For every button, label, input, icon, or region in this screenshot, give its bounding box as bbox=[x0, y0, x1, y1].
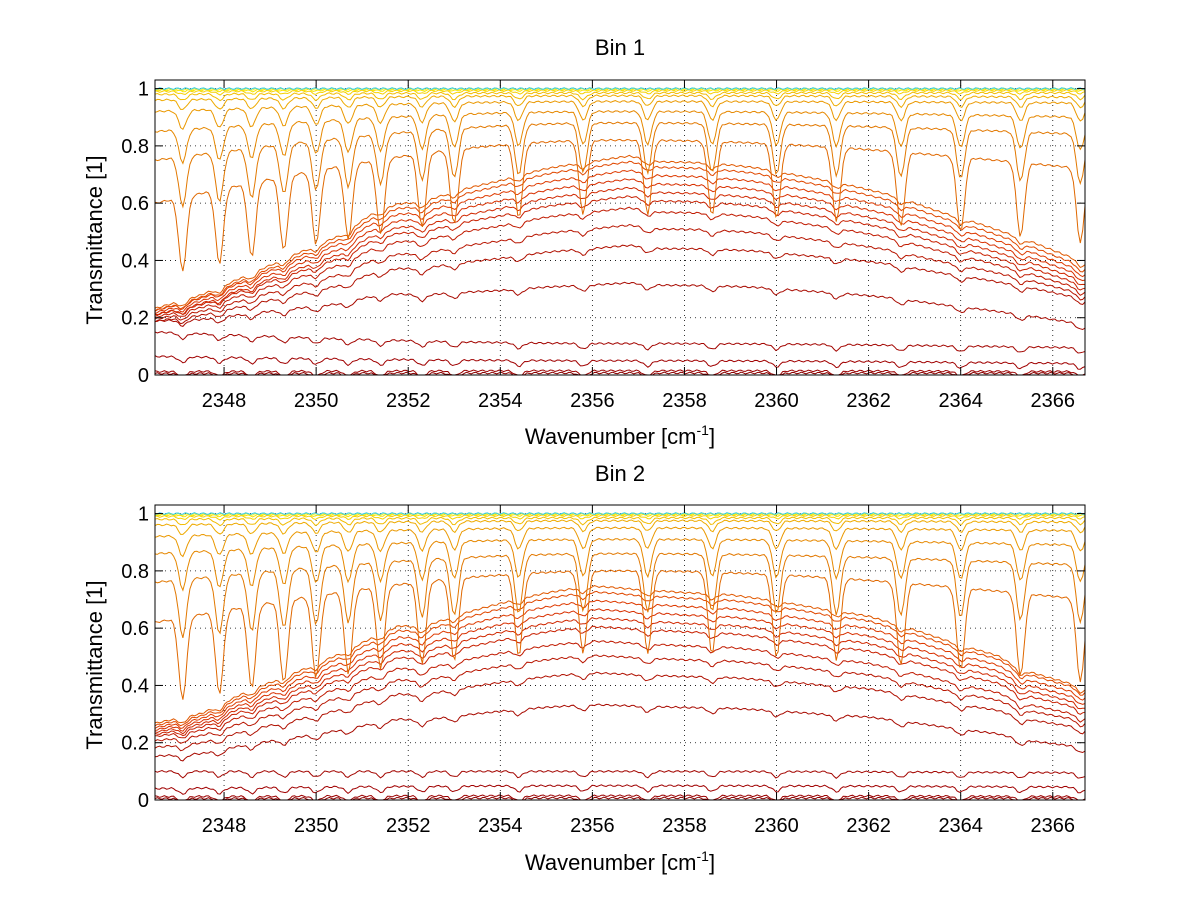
series-line bbox=[154, 569, 1086, 700]
x-tick-label: 2352 bbox=[386, 815, 431, 837]
x-tick-label: 2366 bbox=[1031, 390, 1076, 412]
series-line bbox=[154, 100, 1086, 131]
series-line bbox=[154, 330, 1086, 354]
axes-frame bbox=[154, 504, 1086, 801]
x-tick-label: 2352 bbox=[386, 390, 431, 412]
y-tick-label: 0.8 bbox=[121, 561, 149, 583]
series-line bbox=[154, 244, 1086, 325]
series-line bbox=[154, 195, 1086, 316]
x-tick-label: 2348 bbox=[202, 390, 247, 412]
series-line bbox=[154, 538, 1086, 592]
series-line bbox=[154, 585, 1086, 724]
y-tick-label: 0.4 bbox=[121, 675, 149, 697]
series-line bbox=[154, 223, 1086, 321]
x-axis-label-main: Wavenumber [cm bbox=[525, 424, 697, 449]
series-line bbox=[154, 281, 1086, 331]
y-ticks: 0 0.2 0.4 0.6 0.8 1 bbox=[121, 79, 1085, 387]
series-line bbox=[154, 608, 1086, 732]
series-lines bbox=[154, 512, 1086, 801]
series-line bbox=[154, 169, 1086, 312]
y-tick-label: 0 bbox=[138, 790, 149, 812]
x-tick-label: 2360 bbox=[754, 815, 799, 837]
y-tick-label: 1 bbox=[138, 79, 149, 101]
x-tick-label: 2350 bbox=[294, 390, 339, 412]
series-line bbox=[154, 599, 1086, 730]
x-tick-label: 2360 bbox=[754, 390, 799, 412]
x-tick-label: 2362 bbox=[846, 815, 891, 837]
series-line bbox=[154, 160, 1086, 312]
series-line bbox=[154, 639, 1086, 739]
x-tick-label: 2350 bbox=[294, 815, 339, 837]
series-line bbox=[154, 87, 1085, 91]
axes-frame bbox=[154, 79, 1086, 376]
y-tick-label: 0.2 bbox=[121, 308, 149, 330]
series-line bbox=[154, 512, 1085, 516]
x-tick-label: 2356 bbox=[570, 390, 615, 412]
x-tick-label: 2366 bbox=[1031, 815, 1076, 837]
chart-panel-bin-1: Bin 1 2348 2350 2352 2354 2356 2358 2360 2362 23… bbox=[82, 35, 1086, 449]
x-axis-label-superscript: -1 bbox=[697, 848, 710, 864]
x-tick-label: 2354 bbox=[478, 390, 523, 412]
x-tick-label: 2364 bbox=[938, 815, 983, 837]
series-line bbox=[154, 654, 1086, 744]
x-axis-label-superscript: -1 bbox=[697, 422, 710, 438]
series-line bbox=[154, 516, 1086, 527]
series-line bbox=[154, 769, 1086, 779]
chart-title: Bin 2 bbox=[595, 461, 645, 486]
x-tick-label: 2356 bbox=[570, 815, 615, 837]
x-axis-label-end: ] bbox=[709, 424, 715, 449]
grid-lines bbox=[155, 80, 1085, 376]
series-line bbox=[154, 91, 1086, 102]
y-ticks: 0 0.2 0.4 0.6 0.8 1 bbox=[121, 504, 1085, 812]
y-tick-label: 0.4 bbox=[121, 250, 149, 272]
x-ticks: 2348 2350 2352 2354 2356 2358 2360 2362 2364 2366 bbox=[202, 80, 1075, 412]
x-tick-label: 2348 bbox=[202, 815, 247, 837]
series-line bbox=[154, 355, 1086, 370]
series-line bbox=[154, 625, 1086, 737]
x-axis-label: Wavenumber [cm-1] bbox=[525, 422, 715, 449]
series-line bbox=[154, 794, 1086, 801]
series-line bbox=[154, 154, 1086, 309]
series-line bbox=[154, 121, 1086, 209]
x-axis-label-main: Wavenumber [cm bbox=[525, 850, 697, 875]
x-tick-label: 2362 bbox=[846, 390, 891, 412]
chart-title: Bin 1 bbox=[595, 35, 645, 60]
y-tick-label: 0 bbox=[138, 365, 149, 387]
series-line bbox=[154, 617, 1086, 735]
x-ticks: 2348 2350 2352 2354 2356 2358 2360 2362 2364 2366 bbox=[202, 505, 1075, 837]
x-tick-label: 2358 bbox=[662, 390, 707, 412]
y-tick-label: 1 bbox=[138, 504, 149, 526]
x-tick-label: 2354 bbox=[478, 815, 523, 837]
series-line bbox=[154, 94, 1086, 110]
y-tick-label: 0.6 bbox=[121, 618, 149, 640]
series-line bbox=[154, 110, 1086, 165]
chart-panel-bin-2: Bin 2 2348 2350 2352 2354 2356 2358 2360 2362 23… bbox=[82, 461, 1086, 875]
series-line bbox=[154, 590, 1086, 727]
y-tick-label: 0.6 bbox=[121, 193, 149, 215]
x-axis-label: Wavenumber [cm-1] bbox=[525, 848, 715, 875]
series-line bbox=[154, 186, 1086, 316]
y-axis-label: Transmittance [1] bbox=[82, 580, 107, 749]
series-line bbox=[154, 178, 1086, 314]
x-tick-label: 2358 bbox=[662, 815, 707, 837]
series-line bbox=[154, 138, 1086, 272]
y-tick-label: 0.8 bbox=[121, 136, 149, 158]
series-line bbox=[154, 206, 1086, 318]
series-line bbox=[154, 369, 1086, 376]
series-line bbox=[154, 526, 1086, 558]
series-line bbox=[154, 552, 1086, 639]
x-axis-label-end: ] bbox=[709, 850, 715, 875]
x-tick-label: 2364 bbox=[938, 390, 983, 412]
series-line bbox=[154, 671, 1086, 752]
series-line bbox=[154, 703, 1086, 762]
y-tick-label: 0.2 bbox=[121, 733, 149, 755]
y-axis-label: Transmittance [1] bbox=[82, 155, 107, 324]
series-line bbox=[154, 784, 1086, 795]
series-line bbox=[154, 519, 1086, 535]
